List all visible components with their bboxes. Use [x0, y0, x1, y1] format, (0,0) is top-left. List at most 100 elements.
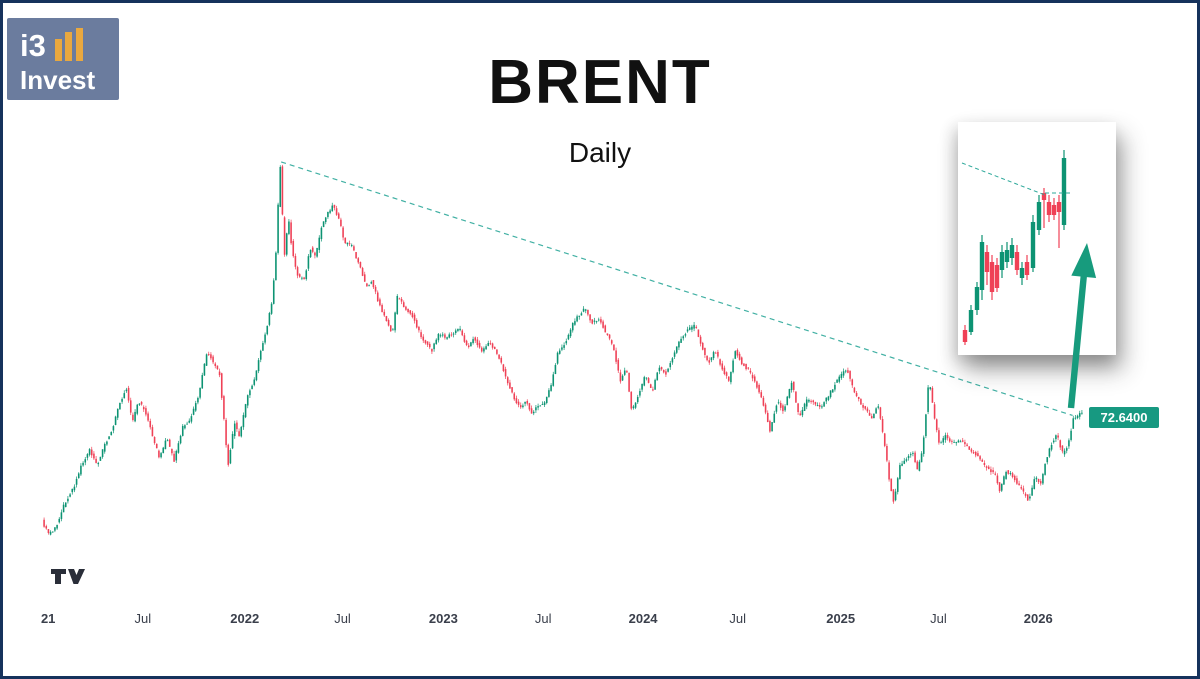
candle [335, 208, 338, 215]
candle [649, 384, 652, 388]
candle [155, 443, 158, 449]
candle [721, 363, 724, 370]
candle [470, 342, 472, 347]
candle [647, 378, 650, 383]
candle [454, 330, 457, 334]
candle [890, 478, 893, 492]
candle [1000, 483, 1003, 491]
candle [1061, 445, 1064, 452]
candle [632, 406, 635, 409]
candle [535, 407, 537, 411]
main-candlestick-chart [43, 161, 1083, 536]
candle [88, 449, 91, 455]
candle [476, 339, 479, 346]
candle [450, 334, 453, 336]
candle [946, 435, 949, 439]
candle [214, 363, 217, 367]
candle [951, 440, 953, 442]
candle [1074, 417, 1077, 419]
candle [110, 431, 113, 436]
candle [259, 350, 262, 360]
candle [253, 379, 256, 385]
candle [983, 462, 986, 465]
candle [318, 237, 321, 250]
candle [985, 466, 988, 468]
candle [266, 325, 269, 335]
x-axis-label: Jul [134, 611, 152, 626]
candle [610, 340, 613, 344]
candle [305, 270, 308, 280]
candle [643, 377, 646, 386]
candle [673, 352, 676, 357]
candle [333, 204, 336, 208]
candle [613, 344, 615, 351]
candle [730, 371, 732, 383]
chart-subtitle: Daily [568, 137, 632, 168]
candle [959, 441, 962, 443]
candle [58, 518, 61, 523]
candle [773, 413, 776, 423]
candle [64, 502, 67, 508]
candle [82, 462, 84, 466]
candle [320, 227, 323, 240]
candle [350, 245, 353, 246]
candle [682, 336, 685, 339]
candle [816, 405, 819, 407]
descending-trendline [280, 161, 1073, 417]
candle [184, 425, 186, 429]
candle [188, 420, 191, 423]
candle [405, 306, 407, 310]
candle [771, 422, 773, 432]
candle [652, 389, 654, 391]
candle [478, 342, 481, 348]
candle [127, 387, 130, 401]
candle [290, 222, 292, 244]
logo-bars-icon [54, 28, 83, 61]
candle [294, 256, 297, 267]
candle [45, 526, 48, 529]
candle [695, 326, 698, 329]
candle [227, 444, 230, 465]
candle [474, 337, 477, 341]
candle [606, 333, 609, 336]
candle [565, 341, 568, 344]
candle [359, 262, 362, 268]
candle [879, 407, 882, 419]
candle [656, 372, 659, 381]
candle [745, 363, 747, 370]
candle [578, 315, 581, 317]
candle [920, 453, 923, 463]
candle [580, 313, 583, 316]
candle [374, 286, 377, 292]
candle [166, 440, 169, 442]
candle [675, 346, 678, 353]
candle [693, 324, 695, 329]
inset-candle [989, 262, 995, 292]
candle [743, 363, 745, 366]
candle [710, 357, 713, 361]
candle [567, 334, 570, 340]
candle [383, 311, 386, 316]
candle [688, 327, 691, 330]
candle [431, 348, 433, 352]
candle [749, 370, 752, 373]
candle [1039, 481, 1042, 484]
candle [626, 371, 628, 373]
candle [667, 368, 669, 372]
candle [387, 320, 390, 326]
candle [1035, 477, 1038, 480]
candle [272, 280, 275, 304]
candle [808, 399, 810, 402]
candle [888, 462, 890, 480]
candle [812, 400, 815, 403]
candle [366, 283, 368, 287]
candle [396, 295, 399, 315]
candle [418, 326, 420, 331]
candle [99, 456, 102, 461]
candle [522, 405, 524, 408]
candle [322, 221, 325, 228]
candle [75, 478, 78, 485]
candle [912, 452, 914, 454]
candle [86, 454, 89, 458]
candle [977, 453, 979, 457]
